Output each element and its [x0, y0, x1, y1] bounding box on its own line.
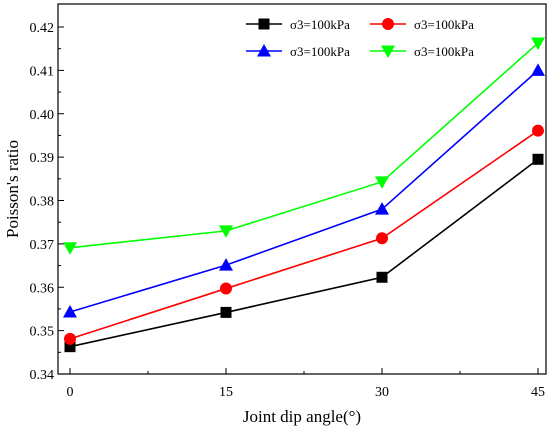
legend-marker: [382, 18, 394, 30]
y-tick-label: 0.38: [30, 195, 55, 210]
data-point: [63, 242, 77, 255]
data-point: [531, 37, 545, 51]
y-tick-label: 0.40: [30, 108, 55, 123]
data-point: [219, 258, 233, 271]
x-tick-label: 45: [531, 385, 545, 400]
data-point: [64, 341, 76, 353]
y-tick-label: 0.42: [30, 21, 55, 36]
series-4: [63, 37, 545, 255]
data-point: [376, 271, 388, 283]
data-point: [532, 124, 544, 137]
legend-marker: [258, 18, 270, 30]
data-point: [375, 176, 389, 189]
x-axis-title: Joint dip angle(°): [243, 407, 361, 426]
data-point: [220, 282, 232, 295]
legend-marker: [257, 44, 271, 57]
y-tick-label: 0.35: [30, 325, 55, 340]
legend-marker: [381, 45, 395, 58]
data-point: [532, 153, 544, 165]
data-point: [375, 202, 389, 215]
legend-item: σ3=100kPa: [370, 17, 474, 32]
data-point: [63, 304, 77, 318]
legend-item: σ3=100kPa: [370, 44, 474, 59]
x-tick-label: 30: [375, 385, 389, 400]
legend-label: σ3=100kPa: [290, 17, 350, 32]
data-point: [64, 332, 76, 345]
x-axis-ticks: 0 15 30 45: [67, 368, 545, 400]
series-3: [63, 63, 545, 318]
data-point: [219, 225, 233, 238]
data-point: [376, 232, 388, 245]
data-point: [220, 306, 232, 318]
legend-label: σ3=100kPa: [414, 44, 474, 59]
y-tick-label: 0.41: [30, 64, 55, 79]
series-line: [69, 130, 539, 340]
series-line: [69, 69, 539, 313]
plot-frame: [57, 3, 547, 375]
series-1: [64, 153, 544, 353]
series-line: [69, 42, 539, 249]
x-tick-label: 0: [67, 385, 74, 400]
legend-item: σ3=100kPa: [246, 44, 350, 59]
y-tick-label: 0.37: [30, 238, 55, 253]
legend-label: σ3=100kPa: [290, 44, 350, 59]
series-line: [69, 158, 539, 348]
y-axis-title: Poisson's ratio: [3, 140, 22, 238]
data-point: [531, 63, 545, 76]
series-2: [64, 124, 544, 345]
legend: σ3=100kPa σ3=100kPa σ3=100kPa σ3=100kPa: [246, 17, 474, 59]
y-tick-label: 0.34: [30, 368, 55, 383]
y-axis-ticks: 0.34 0.35 0.36 0.37 0.38 0.39 0.40 0.41 0.42: [30, 21, 64, 383]
x-tick-label: 15: [219, 385, 233, 400]
series-layer: [63, 37, 545, 353]
legend-item: σ3=100kPa: [246, 17, 350, 32]
y-tick-label: 0.39: [30, 151, 55, 166]
y-tick-label: 0.36: [30, 281, 55, 296]
legend-label: σ3=100kPa: [414, 17, 474, 32]
